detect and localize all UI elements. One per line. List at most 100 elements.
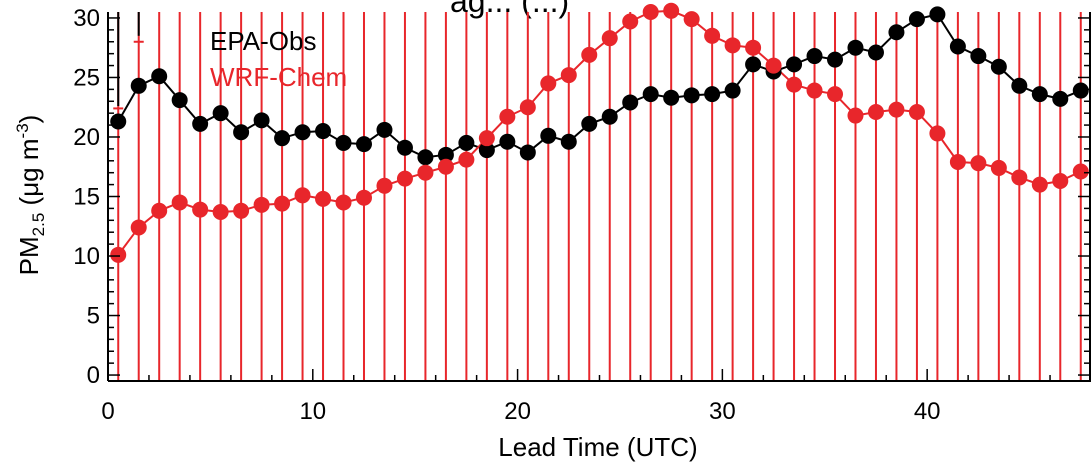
data-point-obs: [171, 92, 188, 109]
plot-area: [110, 2, 1089, 381]
data-point-obs: [663, 89, 680, 106]
data-point-model: [929, 125, 946, 142]
legend-entry-model: WRF-Chem: [210, 62, 347, 92]
data-point-model: [1011, 169, 1028, 186]
data-point-model: [396, 170, 413, 187]
data-point-model: [233, 202, 250, 219]
data-point-obs: [458, 134, 475, 151]
data-point-obs: [847, 39, 864, 56]
data-point-obs: [745, 56, 762, 73]
data-point-model: [1031, 176, 1048, 193]
data-point-model: [990, 159, 1007, 176]
y-axis-label-sub: 2.5: [29, 213, 48, 237]
x-tick-label: 20: [504, 398, 531, 425]
data-point-obs: [274, 130, 291, 147]
data-point-model: [315, 190, 332, 207]
y-axis-label-unit: (μg m: [14, 138, 44, 212]
x-tick-label: 40: [914, 398, 941, 425]
data-point-obs: [827, 51, 844, 68]
data-point-obs: [315, 123, 332, 140]
y-tick-label: 25: [73, 64, 100, 91]
data-point-obs: [1031, 86, 1048, 103]
data-point-obs: [540, 127, 557, 144]
data-point-model: [540, 75, 557, 92]
y-axis-label-close: ): [14, 115, 44, 124]
y-tick-label: 0: [87, 362, 100, 389]
data-point-model: [130, 219, 147, 236]
data-point-obs: [417, 149, 434, 166]
data-point-obs: [212, 105, 229, 122]
data-point-obs: [949, 38, 966, 55]
data-point-model: [622, 13, 639, 30]
data-point-model: [171, 194, 188, 211]
data-point-model: [949, 153, 966, 170]
data-point-obs: [1072, 82, 1089, 99]
data-point-obs: [1052, 90, 1069, 107]
data-point-model: [151, 202, 168, 219]
y-tick-label: 10: [73, 243, 100, 270]
data-point-obs: [683, 87, 700, 104]
data-point-model: [724, 37, 741, 54]
data-point-obs: [622, 94, 639, 111]
y-tick-label: 5: [87, 303, 100, 330]
data-point-model: [274, 195, 291, 212]
data-point-obs: [990, 58, 1007, 75]
data-point-model: [704, 27, 721, 44]
data-point-model: [212, 203, 229, 220]
x-axis-label: Lead Time (UTC): [498, 432, 697, 462]
x-tick-label: 30: [709, 398, 736, 425]
data-point-model: [417, 164, 434, 181]
data-point-model: [499, 108, 516, 125]
y-axis-label: PM2.5 (μg m-3): [13, 115, 48, 276]
legend: EPA-Obs WRF-Chem: [210, 26, 347, 92]
data-point-model: [335, 194, 352, 211]
data-point-obs: [581, 115, 598, 132]
data-point-obs: [642, 86, 659, 103]
data-point-obs: [970, 48, 987, 65]
data-point-model: [765, 57, 782, 74]
data-point-obs: [1011, 77, 1028, 94]
data-point-obs: [151, 68, 168, 85]
data-point-obs: [704, 86, 721, 103]
data-point-model: [1052, 173, 1069, 190]
y-axis-label-sup: -3: [13, 123, 32, 138]
legend-entry-obs: EPA-Obs: [210, 26, 316, 56]
data-point-obs: [888, 24, 905, 41]
data-point-model: [745, 39, 762, 56]
data-point-model: [888, 101, 905, 118]
data-point-model: [355, 189, 372, 206]
data-point-obs: [192, 115, 209, 132]
data-point-obs: [806, 48, 823, 65]
data-point-obs: [560, 133, 577, 150]
data-point-model: [192, 201, 209, 218]
data-point-obs: [335, 134, 352, 151]
data-point-model: [663, 2, 680, 19]
data-point-model: [376, 177, 393, 194]
data-point-model: [867, 103, 884, 120]
data-point-model: [1072, 163, 1089, 180]
data-point-model: [478, 130, 495, 147]
data-point-model: [253, 196, 270, 213]
data-point-model: [581, 46, 598, 63]
x-tick-label: 10: [299, 398, 326, 425]
data-point-obs: [130, 77, 147, 94]
data-point-obs: [253, 112, 270, 129]
data-point-obs: [437, 146, 454, 163]
data-point-model: [519, 99, 536, 116]
y-tick-label: 15: [73, 184, 100, 211]
data-point-obs: [294, 124, 311, 141]
data-point-model: [683, 11, 700, 28]
data-point-obs: [499, 133, 516, 150]
data-point-obs: [376, 121, 393, 138]
data-point-model: [847, 107, 864, 124]
data-point-obs: [929, 6, 946, 23]
axes: 0 5 10 15 20 25 30 0 10 20 30 40: [73, 5, 1091, 425]
data-point-model: [827, 86, 844, 103]
data-point-model: [110, 246, 127, 263]
x-tick-label: 0: [101, 398, 114, 425]
data-point-model: [786, 76, 803, 93]
data-point-model: [437, 158, 454, 175]
chart-title: ag... (...): [450, 0, 569, 19]
data-point-obs: [867, 44, 884, 61]
